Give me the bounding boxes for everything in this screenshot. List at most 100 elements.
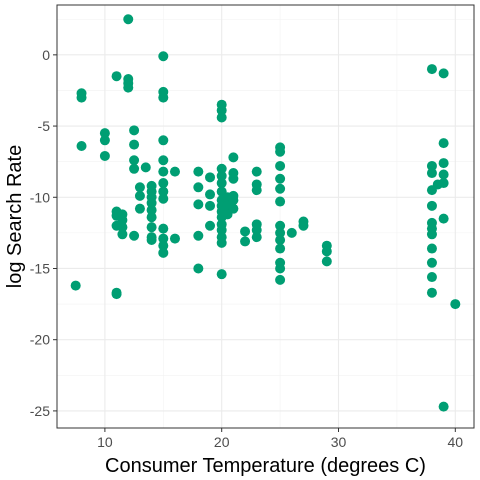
data-point [426,243,437,254]
y-tick-label: 0 [42,47,50,63]
y-axis-ticks: 0 -5 -10 -15 -20 -25 [30,47,57,419]
data-point [228,152,239,163]
major-gridlines [57,5,474,428]
data-point [158,223,169,234]
data-point [426,168,437,179]
y-tick-label: -25 [30,403,50,419]
data-point [321,246,332,257]
data-point [426,160,437,171]
data-point [216,178,227,189]
x-axis-ticks: 10 20 30 40 [97,428,463,450]
data-point [70,280,81,291]
data-point [205,200,216,211]
data-point [240,226,251,237]
data-point [129,230,140,241]
data-point [275,263,286,274]
data-point [240,236,251,247]
data-point [438,401,449,412]
data-point [216,112,227,123]
data-point [251,166,262,177]
x-tick-label: 10 [97,434,113,450]
data-point [146,205,157,216]
data-point [146,235,157,245]
data-point [158,92,169,103]
data-point [158,247,169,258]
data-point [275,274,286,285]
data-point [123,82,134,93]
data-point [193,263,204,274]
data-point [426,229,437,240]
y-tick-label: -15 [30,260,50,276]
data-point [275,146,286,157]
data-point [117,229,128,240]
data-point [426,200,437,211]
data-point [76,92,87,103]
data-point [146,197,157,208]
data-point [286,227,297,238]
data-point [146,212,157,223]
data-point [193,166,204,177]
x-tick-label: 20 [214,434,230,450]
data-point [158,166,169,177]
y-axis-title: log Search Rate [4,145,26,288]
data-point [129,163,140,174]
data-point [117,222,128,233]
data-point [158,178,169,189]
data-point [158,186,169,197]
data-point [426,257,437,268]
data-point [134,203,145,214]
data-point [216,269,227,280]
data-point [158,135,169,146]
data-point [169,166,180,177]
data-point [275,220,286,231]
data-point [275,227,286,238]
data-point [275,183,286,194]
data-point [134,190,145,201]
data-point [438,169,449,180]
data-point [123,14,134,25]
data-point [134,182,145,193]
data-point [426,287,437,298]
data-point [438,138,449,149]
data-point [169,233,180,244]
data-point [158,233,169,244]
data-point [129,139,140,150]
data-point [99,128,110,139]
data-point [99,150,110,161]
data-point [251,232,262,243]
data-point [99,135,110,146]
data-point [216,163,227,174]
data-point [275,160,286,171]
panel-border [56,4,475,429]
y-tick-label: -20 [30,332,50,348]
data-point [275,196,286,207]
data-point [158,240,169,251]
data-point [251,225,262,236]
data-point [146,222,157,233]
data-point [216,105,227,116]
data-point [251,185,262,196]
y-tick-label: -10 [30,189,50,205]
data-point [205,189,216,200]
data-point [228,195,239,206]
data-point [275,243,286,254]
data-point [216,225,227,236]
data-point [193,230,204,241]
data-point [228,203,239,214]
data-point [111,71,122,82]
data-point [216,237,227,248]
data-point [140,162,151,173]
data-point [117,215,128,226]
x-tick-label: 40 [448,434,464,450]
data-point [129,155,140,166]
data-point [158,51,169,62]
data-point [129,125,140,136]
data-point [275,235,286,245]
data-point [158,193,169,204]
data-point [193,199,204,210]
data-point [205,172,216,183]
data-point [216,170,227,181]
data-point [321,256,332,267]
